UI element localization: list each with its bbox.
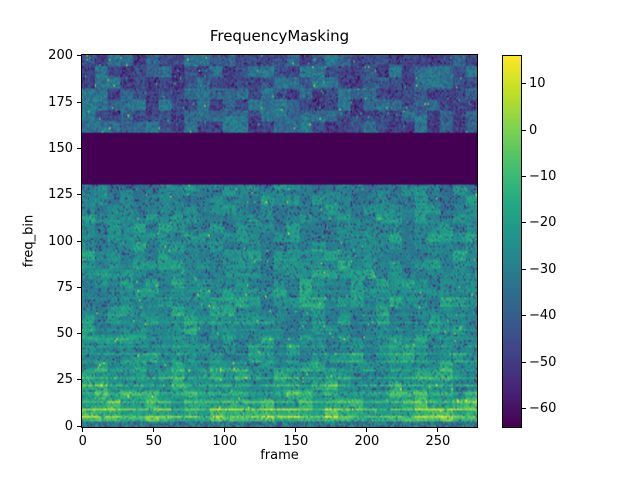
x-tick-label: 250 [425, 434, 451, 449]
colorbar-tick-label: −60 [529, 400, 557, 416]
colorbar-tick-label: 0 [529, 122, 538, 138]
y-tick-mark [77, 379, 81, 381]
y-tick-mark [77, 333, 81, 335]
x-tick-mark [153, 428, 155, 432]
colorbar-tick-mark [522, 315, 526, 317]
x-tick-mark [82, 428, 84, 432]
y-tick-label: 0 [64, 418, 73, 434]
x-tick-label: 100 [212, 434, 238, 449]
x-tick-mark [295, 428, 297, 432]
x-axis-label: frame [260, 448, 299, 463]
y-tick-mark [77, 240, 81, 242]
colorbar-tick-label: −30 [529, 261, 557, 277]
y-tick-label: 150 [48, 140, 73, 156]
colorbar-tick-label: 10 [529, 76, 546, 92]
y-tick-mark [77, 147, 81, 149]
y-tick-label: 100 [48, 233, 73, 249]
x-tick-mark [224, 428, 226, 432]
x-tick-label: 50 [145, 434, 163, 449]
spectrogram-heatmap [82, 55, 477, 427]
y-tick-label: 175 [48, 94, 73, 110]
colorbar-tick-label: −20 [529, 215, 557, 231]
colorbar-tick-mark [522, 407, 526, 409]
plot-title: FrequencyMasking [209, 27, 350, 45]
colorbar-gradient [503, 56, 521, 427]
colorbar-tick-mark [522, 268, 526, 270]
y-tick-mark [77, 194, 81, 196]
x-tick-label: 0 [78, 434, 87, 449]
colorbar-frame [502, 55, 522, 428]
y-tick-mark [77, 425, 81, 427]
colorbar-tick-label: −40 [529, 308, 557, 324]
y-tick-label: 125 [48, 187, 73, 203]
y-tick-mark [77, 55, 81, 57]
colorbar-tick-mark [522, 361, 526, 363]
y-tick-mark [77, 101, 81, 103]
colorbar-tick-label: −50 [529, 354, 557, 370]
x-tick-mark [366, 428, 368, 432]
colorbar-tick-mark [522, 222, 526, 224]
y-tick-label: 200 [48, 48, 73, 64]
axes-frame [81, 54, 478, 428]
colorbar-tick-label: −10 [529, 169, 557, 185]
y-tick-label: 50 [56, 326, 73, 342]
colorbar-tick-mark [522, 83, 526, 85]
x-tick-mark [437, 428, 439, 432]
x-tick-label: 200 [354, 434, 380, 449]
x-tick-label: 150 [283, 434, 309, 449]
y-axis-label: freq_bin [21, 214, 37, 268]
y-tick-mark [77, 286, 81, 288]
colorbar-tick-mark [522, 129, 526, 131]
y-tick-label: 25 [56, 372, 73, 388]
colorbar-tick-mark [522, 176, 526, 178]
y-tick-label: 75 [56, 279, 73, 295]
